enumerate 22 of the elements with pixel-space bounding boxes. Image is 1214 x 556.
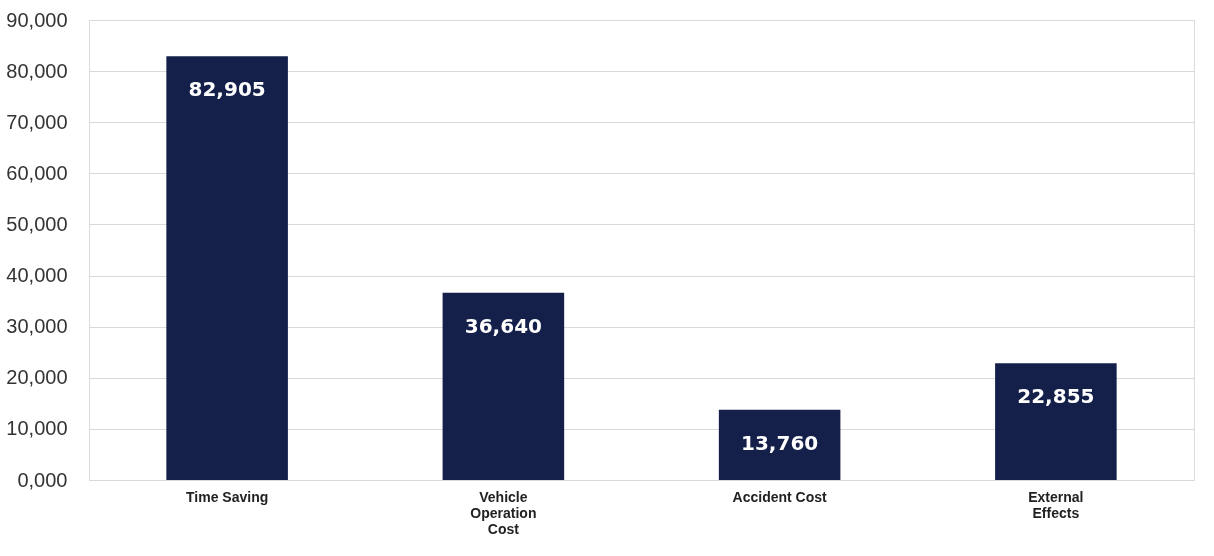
bar	[718, 409, 841, 480]
x-tick-label: Accident Cost	[732, 488, 828, 505]
y-tick-label: 40,000	[6, 264, 68, 287]
data-label: 82,905	[188, 77, 266, 102]
bar	[166, 56, 288, 480]
data-label: 22,855	[1017, 384, 1095, 409]
y-tick-label: 90,000	[6, 8, 68, 31]
y-tick-label: 80,000	[6, 59, 68, 82]
x-tick-label: Vehicle Operation Cost	[470, 488, 537, 537]
data-label: 13,760	[741, 430, 819, 455]
y-tick-label: 0,000	[17, 468, 68, 491]
y-tick-label: 60,000	[6, 161, 68, 184]
y-tick-label: 20,000	[6, 366, 68, 389]
y-tick-label: 50,000	[6, 212, 68, 235]
x-tick-label: Time Saving	[186, 488, 269, 505]
y-tick-label: 30,000	[6, 315, 68, 338]
bar	[442, 292, 565, 480]
data-label: 36,640	[464, 313, 542, 338]
y-tick-label: 70,000	[6, 110, 68, 133]
y-tick-label: 10,000	[6, 417, 68, 440]
bar	[995, 363, 1117, 480]
x-tick-label: External Effects	[1028, 488, 1084, 521]
